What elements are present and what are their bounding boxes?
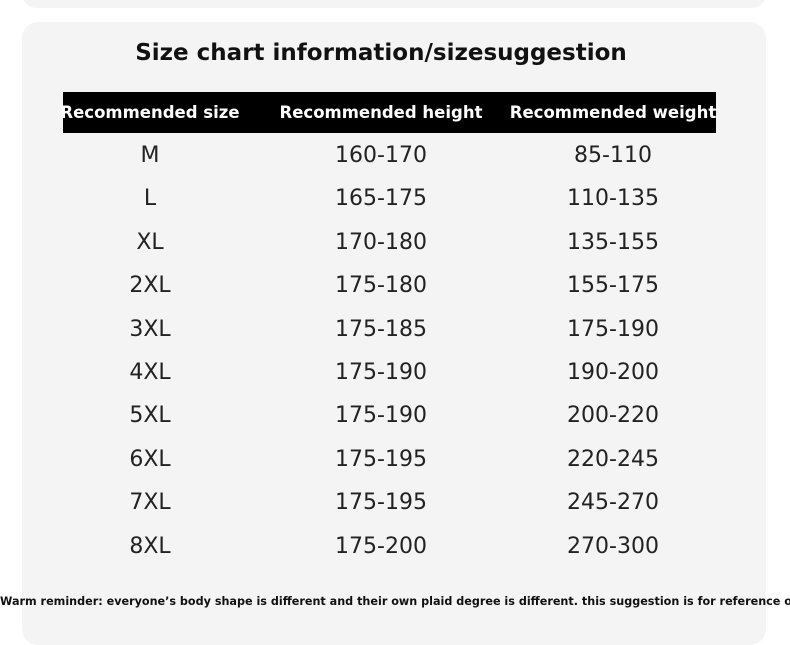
table-cell: 175-180 bbox=[335, 273, 427, 299]
table-cell: 85-110 bbox=[574, 143, 652, 168]
column-header: Recommended weight bbox=[509, 103, 717, 122]
title: Size chart information/sizesuggestion bbox=[135, 40, 627, 66]
column-header: Recommended height bbox=[279, 103, 483, 122]
table-cell: 6XL bbox=[129, 446, 171, 472]
table-cell: 160-170 bbox=[335, 143, 427, 168]
column-header: Recommended size bbox=[60, 103, 240, 122]
table-cell: 110-135 bbox=[567, 186, 659, 212]
table-cell: 8XL bbox=[129, 533, 171, 559]
table-cell: 175-200 bbox=[335, 533, 427, 559]
table-cell: 170-180 bbox=[335, 229, 427, 255]
table-header: Recommended size Recommended height Recomm… bbox=[60, 92, 716, 133]
table-cell: 220-245 bbox=[567, 446, 659, 472]
table-cell: L bbox=[143, 186, 157, 212]
table-cell: 175-185 bbox=[335, 316, 427, 342]
table-cell: 4XL bbox=[129, 360, 171, 385]
table-cell: 245-270 bbox=[567, 490, 659, 516]
table-cell: 165-175 bbox=[335, 186, 427, 212]
table-cell: 175-190 bbox=[335, 360, 427, 385]
table-cell: M bbox=[140, 143, 160, 168]
table-cell: 135-155 bbox=[567, 229, 659, 255]
table-cell: 200-220 bbox=[567, 403, 659, 429]
card bbox=[22, 0, 766, 8]
table-cell: 175-190 bbox=[567, 316, 659, 342]
footer-note: Warm reminder: everyone’s body shape is … bbox=[0, 595, 790, 608]
table-cell: 175-195 bbox=[335, 490, 427, 516]
table-cell: 270-300 bbox=[567, 533, 659, 559]
table-cell: 7XL bbox=[129, 490, 171, 516]
table-cell: 175-190 bbox=[335, 403, 427, 429]
table-cell: 155-175 bbox=[567, 273, 659, 299]
table-cell: 175-195 bbox=[335, 446, 427, 472]
table-cell: 190-200 bbox=[567, 360, 659, 385]
table-cell: 5XL bbox=[129, 403, 171, 429]
table-cell: 2XL bbox=[129, 273, 171, 299]
table-cell: XL bbox=[136, 229, 164, 255]
table-cell: 3XL bbox=[129, 316, 171, 342]
